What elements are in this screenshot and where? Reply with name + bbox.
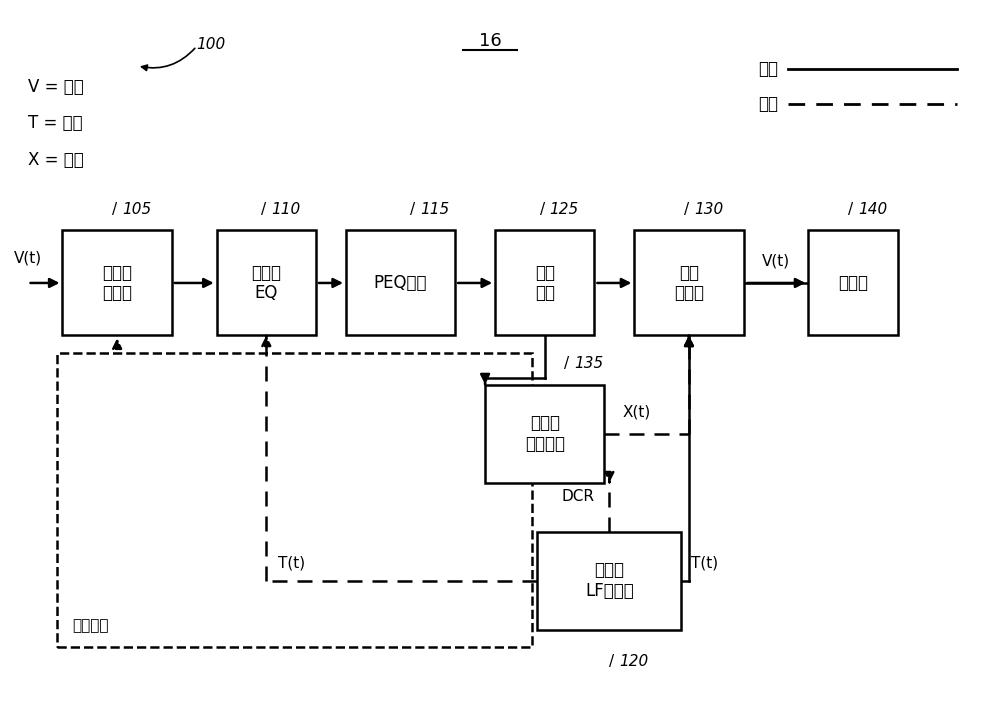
Text: V(t): V(t) [14, 251, 42, 265]
FancyBboxPatch shape [495, 230, 594, 335]
Text: 135: 135 [575, 356, 604, 371]
Text: 125: 125 [550, 202, 579, 217]
Text: 115: 115 [420, 202, 450, 217]
FancyBboxPatch shape [346, 230, 455, 335]
Text: 增益热
限制器: 增益热 限制器 [102, 263, 132, 302]
Text: X(t): X(t) [623, 405, 651, 419]
Text: 滤波器
EQ: 滤波器 EQ [251, 263, 281, 302]
Text: 130: 130 [694, 202, 723, 217]
FancyBboxPatch shape [62, 230, 172, 335]
Text: 105: 105 [122, 202, 151, 217]
Text: /: / [112, 202, 117, 217]
Text: 数据: 数据 [758, 95, 778, 114]
Text: 音频: 音频 [758, 60, 778, 78]
Text: 16: 16 [479, 32, 501, 50]
Text: 非线性
漂移模型: 非线性 漂移模型 [525, 414, 565, 453]
FancyBboxPatch shape [217, 230, 316, 335]
Text: 110: 110 [271, 202, 301, 217]
FancyBboxPatch shape [808, 230, 898, 335]
FancyBboxPatch shape [634, 230, 744, 335]
Text: 140: 140 [858, 202, 887, 217]
Text: 100: 100 [197, 37, 226, 52]
FancyBboxPatch shape [537, 532, 681, 630]
Text: T(t): T(t) [278, 555, 305, 570]
Text: T = 温度: T = 温度 [28, 114, 82, 132]
Text: PEQ校正: PEQ校正 [374, 274, 427, 292]
Text: X = 位移: X = 位移 [28, 150, 83, 169]
Text: V = 电压: V = 电压 [28, 78, 83, 96]
Text: 增益调整: 增益调整 [72, 618, 109, 633]
Text: T(t): T(t) [691, 555, 719, 570]
Text: DCR: DCR [561, 489, 594, 504]
Text: 热模型
LF驱动器: 热模型 LF驱动器 [585, 561, 634, 600]
Text: /: / [261, 202, 266, 217]
Text: 漂移
限制器: 漂移 限制器 [674, 263, 704, 302]
Text: /: / [564, 356, 570, 371]
Text: V(t): V(t) [762, 254, 790, 269]
Text: /: / [410, 202, 415, 217]
Text: 驱动器: 驱动器 [838, 274, 868, 292]
Text: /: / [609, 654, 614, 669]
Text: /: / [540, 202, 545, 217]
Text: /: / [684, 202, 689, 217]
FancyBboxPatch shape [485, 385, 604, 483]
Text: 先行
延迟: 先行 延迟 [535, 263, 555, 302]
Text: /: / [848, 202, 853, 217]
Text: 120: 120 [619, 654, 649, 669]
